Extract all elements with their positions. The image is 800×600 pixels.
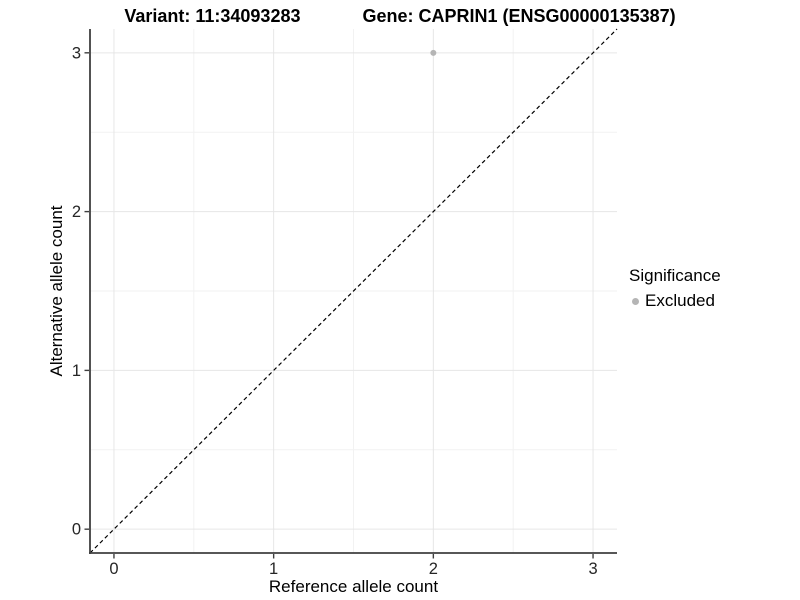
variant-title: Variant: 11:34093283 <box>124 6 301 26</box>
y-tick-label: 2 <box>72 203 81 221</box>
legend: Significance Excluded <box>629 266 721 311</box>
identity-reference-line <box>89 28 618 554</box>
y-tick-label: 0 <box>72 521 81 539</box>
y-axis-title: Alternative allele count <box>47 205 66 377</box>
x-tick-label: 2 <box>429 560 438 578</box>
x-tick-label: 1 <box>269 560 278 578</box>
x-axis-title: Reference allele count <box>268 577 439 596</box>
x-tick-label: 0 <box>109 560 118 578</box>
legend-point-icon <box>632 297 639 305</box>
legend-item-excluded: Excluded <box>629 291 721 311</box>
legend-title: Significance <box>629 266 721 285</box>
x-tick-label: 3 <box>588 560 597 578</box>
legend-item-label: Excluded <box>645 291 715 310</box>
y-tick-label: 1 <box>72 362 81 380</box>
plot-title: Variant: 11:34093283 Gene: CAPRIN1 (ENSG… <box>0 6 800 27</box>
data-point <box>430 49 437 56</box>
gene-title: Gene: CAPRIN1 (ENSG00000135387) <box>362 6 676 26</box>
y-tick-label: 3 <box>72 44 81 62</box>
